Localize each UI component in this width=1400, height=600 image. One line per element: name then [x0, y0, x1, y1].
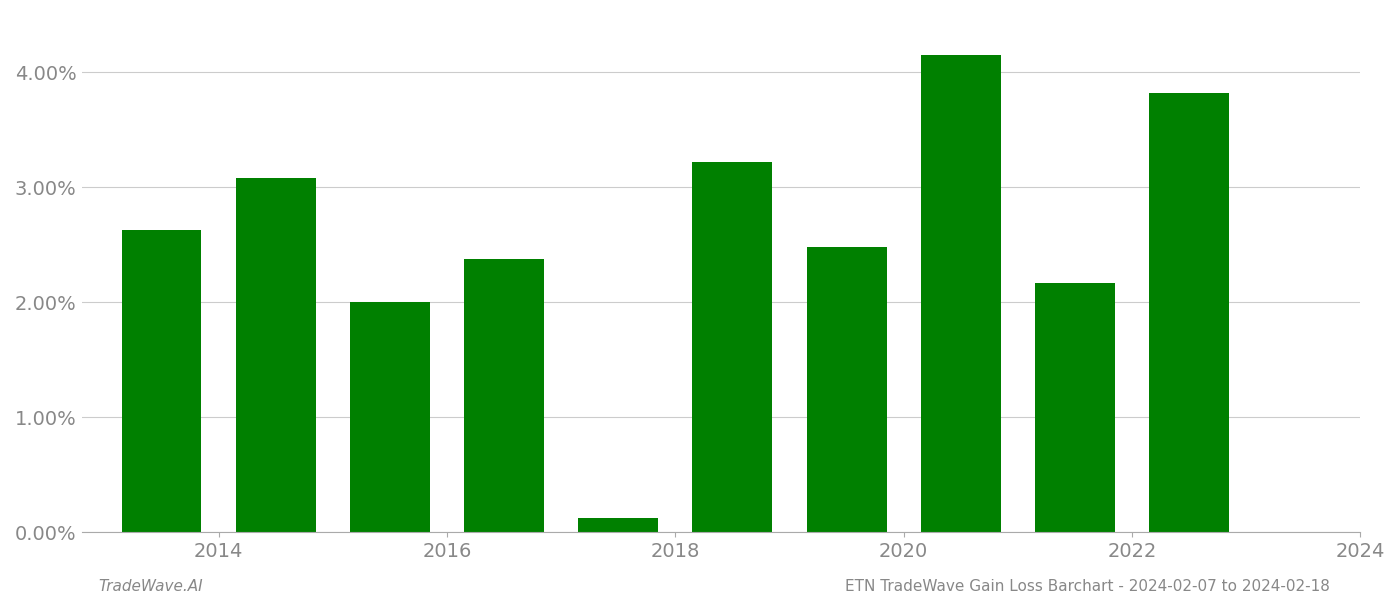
Bar [122, 230, 202, 532]
Bar [578, 518, 658, 532]
Text: ETN TradeWave Gain Loss Barchart - 2024-02-07 to 2024-02-18: ETN TradeWave Gain Loss Barchart - 2024-… [846, 579, 1330, 594]
Bar [350, 302, 430, 532]
Bar [463, 259, 545, 532]
Bar [1149, 93, 1229, 532]
Bar [806, 247, 886, 532]
Bar [693, 162, 773, 532]
Bar [921, 55, 1001, 532]
Text: TradeWave.AI: TradeWave.AI [98, 579, 203, 594]
Bar [235, 178, 315, 532]
Bar [1035, 283, 1114, 532]
